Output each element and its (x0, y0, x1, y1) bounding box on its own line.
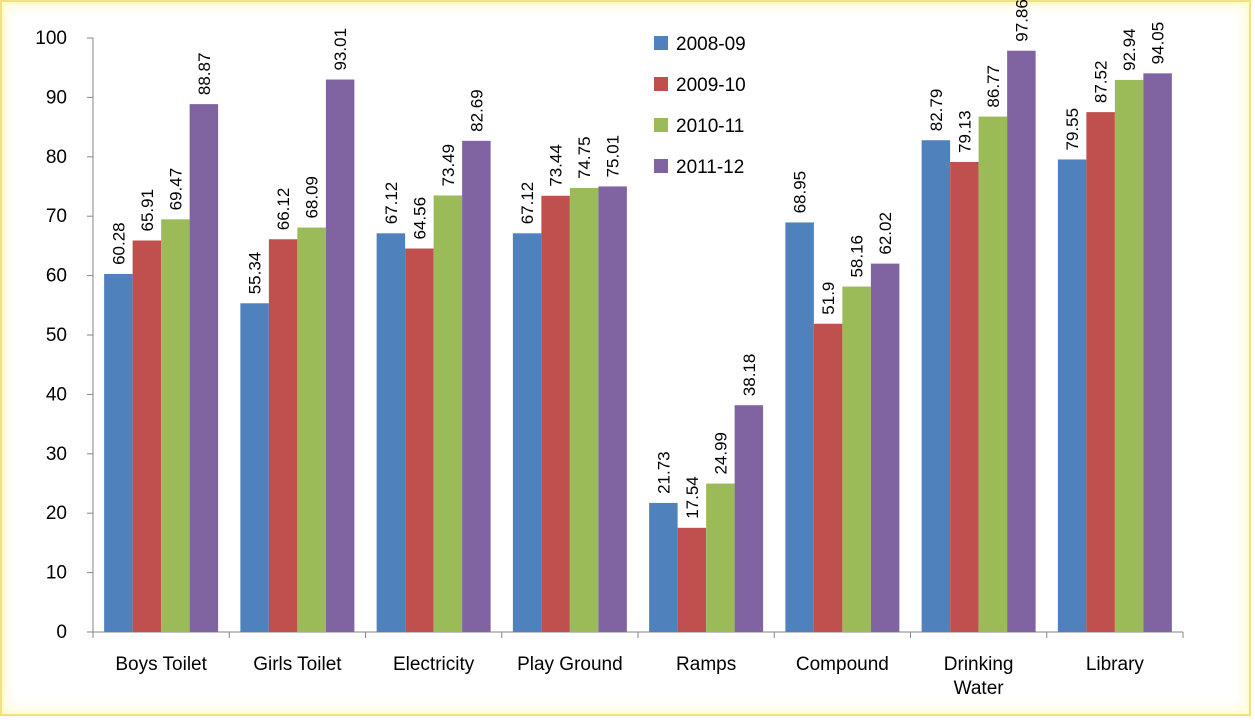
bar-2008-09 (785, 222, 814, 632)
data-label: 65.91 (138, 189, 157, 232)
bar-2011-12 (598, 186, 627, 632)
x-tick-label: Boys Toilet (115, 654, 207, 675)
legend-label: 2009-10 (676, 75, 746, 96)
data-label: 67.12 (518, 182, 537, 225)
bar-2010-11 (842, 286, 871, 632)
data-label: 93.01 (331, 28, 350, 71)
data-label: 73.49 (439, 144, 458, 187)
data-label: 87.52 (1092, 61, 1111, 104)
legend-label: 2011-12 (676, 157, 744, 178)
data-label: 92.94 (1120, 28, 1139, 71)
bar-2009-10 (813, 323, 843, 632)
data-label: 55.34 (246, 252, 265, 295)
data-label: 21.73 (654, 451, 673, 494)
data-labels: 60.28 55.34 67.12 67.12 21.73 68.95 82.79 79.55… (109, 0, 1167, 519)
y-tick-label: 60 (46, 266, 67, 287)
data-label: 75.01 (604, 135, 623, 178)
legend-swatch (654, 118, 668, 132)
legend-swatch (654, 36, 668, 50)
bar-2011-12 (870, 263, 900, 632)
data-label: 88.87 (195, 53, 214, 96)
y-tick-label: 20 (46, 503, 67, 524)
y-tick-label: 50 (46, 325, 67, 346)
data-label: 17.54 (683, 476, 702, 519)
bar-2011-12 (325, 79, 355, 632)
data-label: 68.95 (791, 171, 810, 214)
bar-2009-10 (1086, 112, 1115, 632)
bar-2008-09 (649, 502, 678, 632)
bar-2011-12 (734, 405, 764, 632)
data-label: 60.28 (109, 222, 128, 265)
bar-2008-09 (1057, 159, 1087, 632)
data-label: 51.9 (819, 282, 838, 315)
bar-2010-11 (1114, 79, 1144, 632)
data-label: 97.86 (1012, 0, 1031, 42)
y-axis: 0 10 20 30 40 50 60 70 80 90 100 (35, 28, 94, 643)
bar-2008-09 (921, 140, 951, 632)
y-tick-label: 10 (46, 563, 67, 584)
y-tick-label: 80 (46, 147, 67, 168)
x-axis: Boys Toilet Girls Toilet Electricity Play G… (92, 631, 1184, 699)
bar-2008-09 (512, 233, 542, 633)
bar-2010-11 (706, 483, 735, 632)
y-tick-label: 70 (46, 206, 67, 227)
legend-swatch (654, 77, 668, 91)
bar-2011-12 (1143, 73, 1172, 632)
data-label: 82.69 (467, 89, 486, 132)
y-tick-label: 30 (46, 444, 67, 465)
bar-2011-12 (1007, 50, 1036, 632)
bar-2008-09 (240, 303, 269, 632)
x-tick-label: Compound (796, 654, 889, 675)
x-tick-label: Play Ground (517, 654, 623, 675)
data-label: 67.12 (382, 182, 401, 225)
bar-2009-10 (405, 248, 434, 632)
data-label: 24.99 (711, 432, 730, 475)
data-label: 82.79 (927, 89, 946, 132)
bar-2009-10 (541, 195, 570, 632)
data-label: 94.05 (1149, 22, 1168, 65)
bar-2009-10 (132, 240, 162, 632)
bar-2010-11 (433, 195, 463, 632)
data-label: 69.47 (166, 168, 185, 211)
data-label: 79.13 (955, 110, 974, 153)
data-label: 79.55 (1063, 108, 1082, 151)
bar-2010-11 (297, 227, 326, 632)
legend: 2008-09 2009-10 2010-11 2011-12 (654, 34, 746, 178)
data-label: 66.12 (274, 188, 293, 231)
x-tick-label: Girls Toilet (253, 654, 342, 675)
y-tick-label: 100 (35, 28, 67, 49)
data-label: 38.18 (740, 354, 759, 397)
bar-2011-12 (189, 104, 219, 633)
bar-2009-10 (268, 239, 298, 632)
x-tick-label: Ramps (676, 654, 736, 675)
x-tick-label: Electricity (393, 654, 475, 675)
data-label: 68.09 (303, 176, 322, 219)
bar-2009-10 (950, 161, 979, 632)
bar-2009-10 (677, 527, 707, 632)
x-tick-label: Drinking Water (944, 654, 1014, 699)
y-tick-label: 90 (46, 87, 67, 108)
data-label: 64.56 (410, 197, 429, 240)
y-tick-label: 40 (46, 384, 67, 405)
data-label: 86.77 (984, 65, 1003, 108)
bar-2010-11 (569, 187, 599, 633)
data-label: 58.16 (848, 235, 867, 278)
bar-2008-09 (376, 233, 406, 633)
x-tick-label: Library (1086, 654, 1145, 675)
bar-2011-12 (462, 140, 491, 632)
bar-2010-11 (161, 219, 190, 632)
legend-swatch (654, 159, 668, 173)
data-label: 74.75 (575, 136, 594, 179)
y-tick-label: 0 (56, 622, 67, 643)
bars (104, 50, 1172, 633)
legend-label: 2010-11 (676, 116, 744, 137)
legend-label: 2008-09 (676, 34, 746, 55)
bar-2008-09 (104, 273, 133, 632)
data-label: 73.44 (547, 144, 566, 187)
bar-2010-11 (978, 116, 1008, 633)
data-label: 62.02 (876, 212, 895, 255)
